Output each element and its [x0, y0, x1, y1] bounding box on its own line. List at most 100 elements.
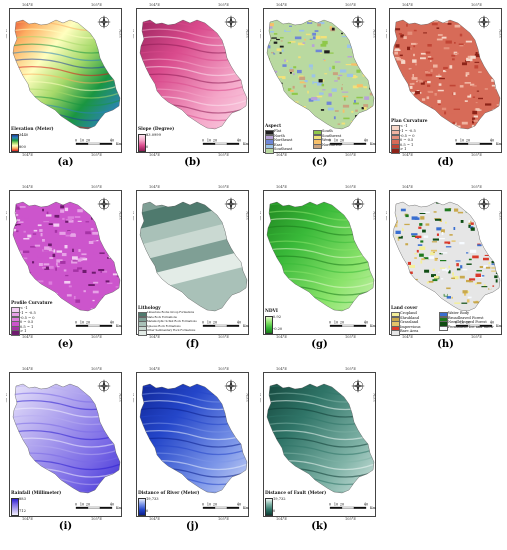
coordinate-label: 104°E — [149, 367, 160, 371]
panel-label: (c) — [311, 157, 328, 168]
legend-label: Grassland — [400, 320, 419, 325]
scale-bar-label: 40 — [110, 139, 114, 143]
coordinate-label: 104°E — [149, 185, 160, 189]
scale-bar-label: 10 — [460, 139, 464, 143]
map-panel-f: 104°E105°E33°N33°N104°E105°E0102040KmLit… — [133, 184, 252, 354]
scale-bar-unit: Km — [116, 506, 123, 510]
map-panel-i: 104°E105°E33°N33°N104°E105°E0102040KmRai… — [6, 366, 125, 536]
scale-bar-label: 40 — [364, 503, 368, 507]
legend-color-ramp — [11, 134, 19, 152]
scale-bar-label: 40 — [110, 503, 114, 507]
legend-value: 0 — [146, 509, 149, 513]
legend-label: 0.5 ~ 1 — [400, 142, 414, 147]
scale-bar-label: 40 — [237, 321, 241, 325]
scale-bar-label: 0 — [202, 139, 204, 143]
scale-bar-label: 10 — [80, 139, 84, 143]
legend-swatch — [138, 330, 147, 336]
north-arrow-icon — [224, 379, 238, 393]
legend-label: Igneous Rock Formations — [147, 324, 181, 328]
map-panel-j: 104°E105°E33°N33°N104°E105°E0102040KmDis… — [133, 366, 252, 536]
legend-label: Northwest — [322, 142, 342, 147]
scale-bar-unit: Km — [370, 324, 377, 328]
legend-color-ramp — [265, 316, 273, 334]
panel-label: (k) — [311, 521, 328, 532]
legend-label: East — [274, 142, 283, 147]
legend-title: Aspect — [265, 124, 282, 129]
map-panel-b: 104°E105°E33°N33°N104°E105°E0102040KmSlo… — [133, 2, 252, 172]
legend-title: Rainfall (Millimeter) — [11, 491, 62, 496]
scale-bar-label: 20 — [340, 139, 344, 143]
legend-label: Impervious — [400, 324, 421, 329]
legend-title: NDVI — [265, 309, 278, 314]
scale-bar-label: 20 — [213, 139, 217, 143]
study-area — [12, 19, 121, 130]
panel-label: (j) — [185, 521, 200, 532]
scale-bar-label: 20 — [86, 139, 90, 143]
scale-bar-label: 0 — [75, 321, 77, 325]
legend-label: Water Body — [448, 311, 470, 315]
scale-bar-label: 10 — [207, 503, 211, 507]
legend-label: -0.5 ~ 0 — [400, 133, 415, 138]
scale-bar-unit: Km — [370, 506, 377, 510]
legend-title: Distance of Fault (Meter) — [265, 491, 327, 496]
scale-bar-label: 20 — [213, 503, 217, 507]
legend-value: 19,733 — [146, 497, 159, 501]
coordinate-label: 104°E — [22, 153, 33, 157]
scale-bar-label: 40 — [490, 321, 494, 325]
legend-swatch — [391, 148, 400, 154]
north-arrow-icon — [97, 15, 111, 29]
legend-label: North — [274, 133, 285, 138]
coordinate-label: 104°E — [149, 3, 160, 7]
legend-title: Distance of River (Meter) — [138, 491, 200, 496]
scale-bar-label: 20 — [86, 321, 90, 325]
legend-label: Southeast — [274, 147, 293, 152]
panel-label: (f) — [185, 339, 200, 350]
legend-label: Northeast — [274, 138, 293, 143]
legend-label: -0.5 ~ 0 — [20, 315, 35, 320]
legend-label: 0 ~ 0.5 — [400, 138, 414, 143]
scale-bar-label: 0 — [75, 503, 77, 507]
legend-value: 800 — [19, 145, 26, 149]
scale-bar-label: 40 — [490, 139, 494, 143]
north-arrow-icon — [224, 15, 238, 29]
scale-bar-label: 40 — [237, 503, 241, 507]
panel-label: (b) — [184, 157, 201, 168]
panel-label: (h) — [437, 339, 454, 350]
legend-label: Southwest — [322, 133, 342, 138]
coordinate-label: 104°E — [149, 335, 160, 339]
legend-swatch — [391, 330, 400, 336]
legend-label: Shrubland — [400, 315, 420, 320]
coordinate-label: 105°E — [471, 185, 482, 189]
map-panel-h: 104°E105°E33°N33°N104°E105°E0102040KmLan… — [386, 184, 505, 354]
coordinate-label: 105°E — [218, 153, 229, 157]
study-area — [139, 383, 248, 494]
study-area — [139, 19, 248, 130]
legend-value: 883 — [19, 497, 26, 501]
scale-bar-label: 0 — [455, 139, 457, 143]
legend-color-ramp — [11, 498, 19, 516]
north-arrow-icon — [351, 379, 365, 393]
scale-bar-label: 40 — [110, 321, 114, 325]
legend-color-ramp — [265, 498, 273, 516]
north-arrow-icon — [477, 197, 491, 211]
legend-value: 19,732 — [273, 497, 286, 501]
legend-value: -0.20 — [273, 327, 283, 331]
scale-bar-label: 20 — [340, 503, 344, 507]
map-panel-e: 104°E105°E33°N33°N104°E105°E0102040KmPro… — [6, 184, 125, 354]
legend-label: > 1 — [400, 147, 407, 152]
scale-bar-label: 0 — [455, 321, 457, 325]
legend-label: > 1 — [20, 329, 27, 334]
legend-value: 3440 — [19, 133, 29, 137]
map-panel-d: 104°E105°E33°N33°N104°E105°E0102040KmPla… — [386, 2, 505, 172]
coordinate-label: 104°E — [22, 335, 33, 339]
coordinate-label: 104°E — [22, 367, 33, 371]
coordinate-label: 104°E — [402, 185, 413, 189]
scale-bar-label: 40 — [364, 139, 368, 143]
